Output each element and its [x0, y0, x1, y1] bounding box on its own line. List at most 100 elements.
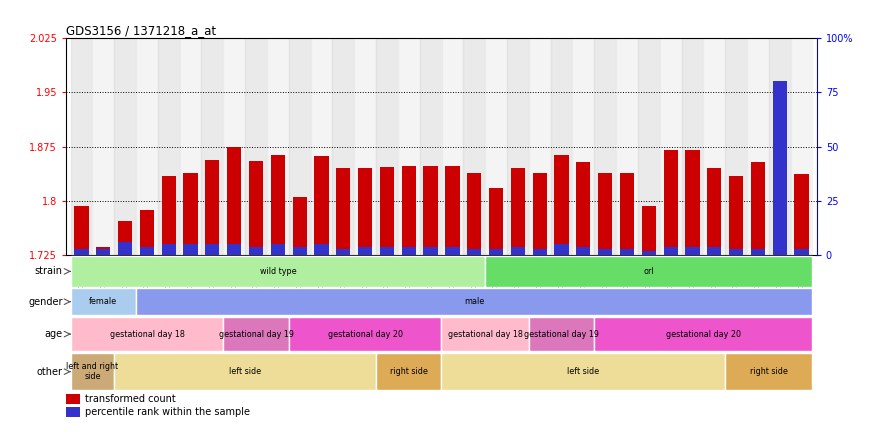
Bar [118, 242, 132, 255]
Bar [66, 394, 79, 404]
Bar [332, 38, 354, 255]
Bar [162, 245, 176, 255]
Bar [551, 38, 572, 255]
Bar [179, 38, 201, 255]
Bar [489, 249, 503, 255]
Bar [790, 38, 812, 255]
Bar [660, 38, 682, 255]
FancyBboxPatch shape [442, 353, 725, 390]
FancyBboxPatch shape [289, 317, 442, 351]
Text: left side: left side [567, 367, 600, 376]
FancyBboxPatch shape [71, 353, 114, 390]
FancyBboxPatch shape [529, 317, 594, 351]
FancyBboxPatch shape [223, 317, 289, 351]
Bar [267, 38, 289, 255]
Bar [402, 166, 416, 255]
Text: transformed count: transformed count [85, 394, 176, 404]
Bar [598, 249, 612, 255]
Bar [685, 150, 699, 255]
Bar [66, 407, 79, 417]
Bar [336, 249, 351, 255]
Bar [467, 173, 481, 255]
Bar [729, 175, 743, 255]
Bar [74, 249, 88, 255]
Bar [751, 249, 765, 255]
Bar [354, 38, 376, 255]
Text: gestational day 20: gestational day 20 [666, 329, 741, 339]
Bar [376, 38, 398, 255]
Bar [529, 38, 551, 255]
Bar [311, 38, 332, 255]
Bar [507, 38, 529, 255]
Bar [184, 245, 198, 255]
Bar [424, 166, 438, 255]
Bar [424, 246, 438, 255]
Bar [74, 206, 88, 255]
Bar [642, 206, 656, 255]
Bar [292, 197, 306, 255]
Text: orl: orl [644, 267, 654, 276]
Bar [747, 38, 769, 255]
Bar [682, 38, 704, 255]
Bar [663, 150, 677, 255]
Bar [489, 188, 503, 255]
Bar [184, 173, 198, 255]
Bar [485, 38, 507, 255]
Bar [158, 38, 179, 255]
Bar [227, 245, 241, 255]
FancyBboxPatch shape [376, 353, 442, 390]
Text: gestational day 19: gestational day 19 [524, 329, 599, 339]
Bar [725, 38, 747, 255]
Bar [594, 38, 616, 255]
FancyBboxPatch shape [71, 256, 485, 286]
Bar [314, 245, 328, 255]
Bar [555, 155, 569, 255]
FancyBboxPatch shape [725, 353, 812, 390]
Bar [616, 38, 638, 255]
Bar [206, 245, 220, 255]
Text: female: female [89, 297, 117, 306]
Bar [96, 246, 110, 255]
Text: left and right
side: left and right side [66, 362, 118, 381]
Bar [620, 249, 634, 255]
Bar [419, 38, 442, 255]
Bar [140, 246, 154, 255]
Bar [201, 38, 223, 255]
Bar [249, 161, 263, 255]
Bar [114, 38, 136, 255]
Bar [577, 163, 591, 255]
Text: percentile rank within the sample: percentile rank within the sample [85, 408, 250, 417]
Bar [467, 249, 481, 255]
Bar [555, 245, 569, 255]
Text: age: age [44, 329, 63, 339]
Bar [271, 155, 285, 255]
Text: wild type: wild type [260, 267, 296, 276]
Text: gestational day 18: gestational day 18 [109, 329, 185, 339]
Text: right side: right side [389, 367, 427, 376]
Bar [532, 173, 547, 255]
Text: left side: left side [229, 367, 261, 376]
Bar [663, 246, 677, 255]
FancyBboxPatch shape [442, 317, 529, 351]
Bar [510, 167, 525, 255]
Text: male: male [464, 297, 485, 306]
Text: gestational day 19: gestational day 19 [219, 329, 293, 339]
Bar [685, 246, 699, 255]
Bar [271, 245, 285, 255]
Bar [358, 246, 373, 255]
Bar [314, 156, 328, 255]
Bar [71, 38, 93, 255]
Bar [206, 160, 220, 255]
Bar [704, 38, 725, 255]
Bar [729, 249, 743, 255]
Bar [227, 147, 241, 255]
Bar [707, 246, 721, 255]
Bar [707, 168, 721, 255]
Bar [289, 38, 311, 255]
Text: right side: right side [750, 367, 788, 376]
Bar [442, 38, 464, 255]
Bar [751, 163, 765, 255]
Bar [118, 221, 132, 255]
Text: other: other [37, 367, 63, 377]
Bar [445, 246, 459, 255]
